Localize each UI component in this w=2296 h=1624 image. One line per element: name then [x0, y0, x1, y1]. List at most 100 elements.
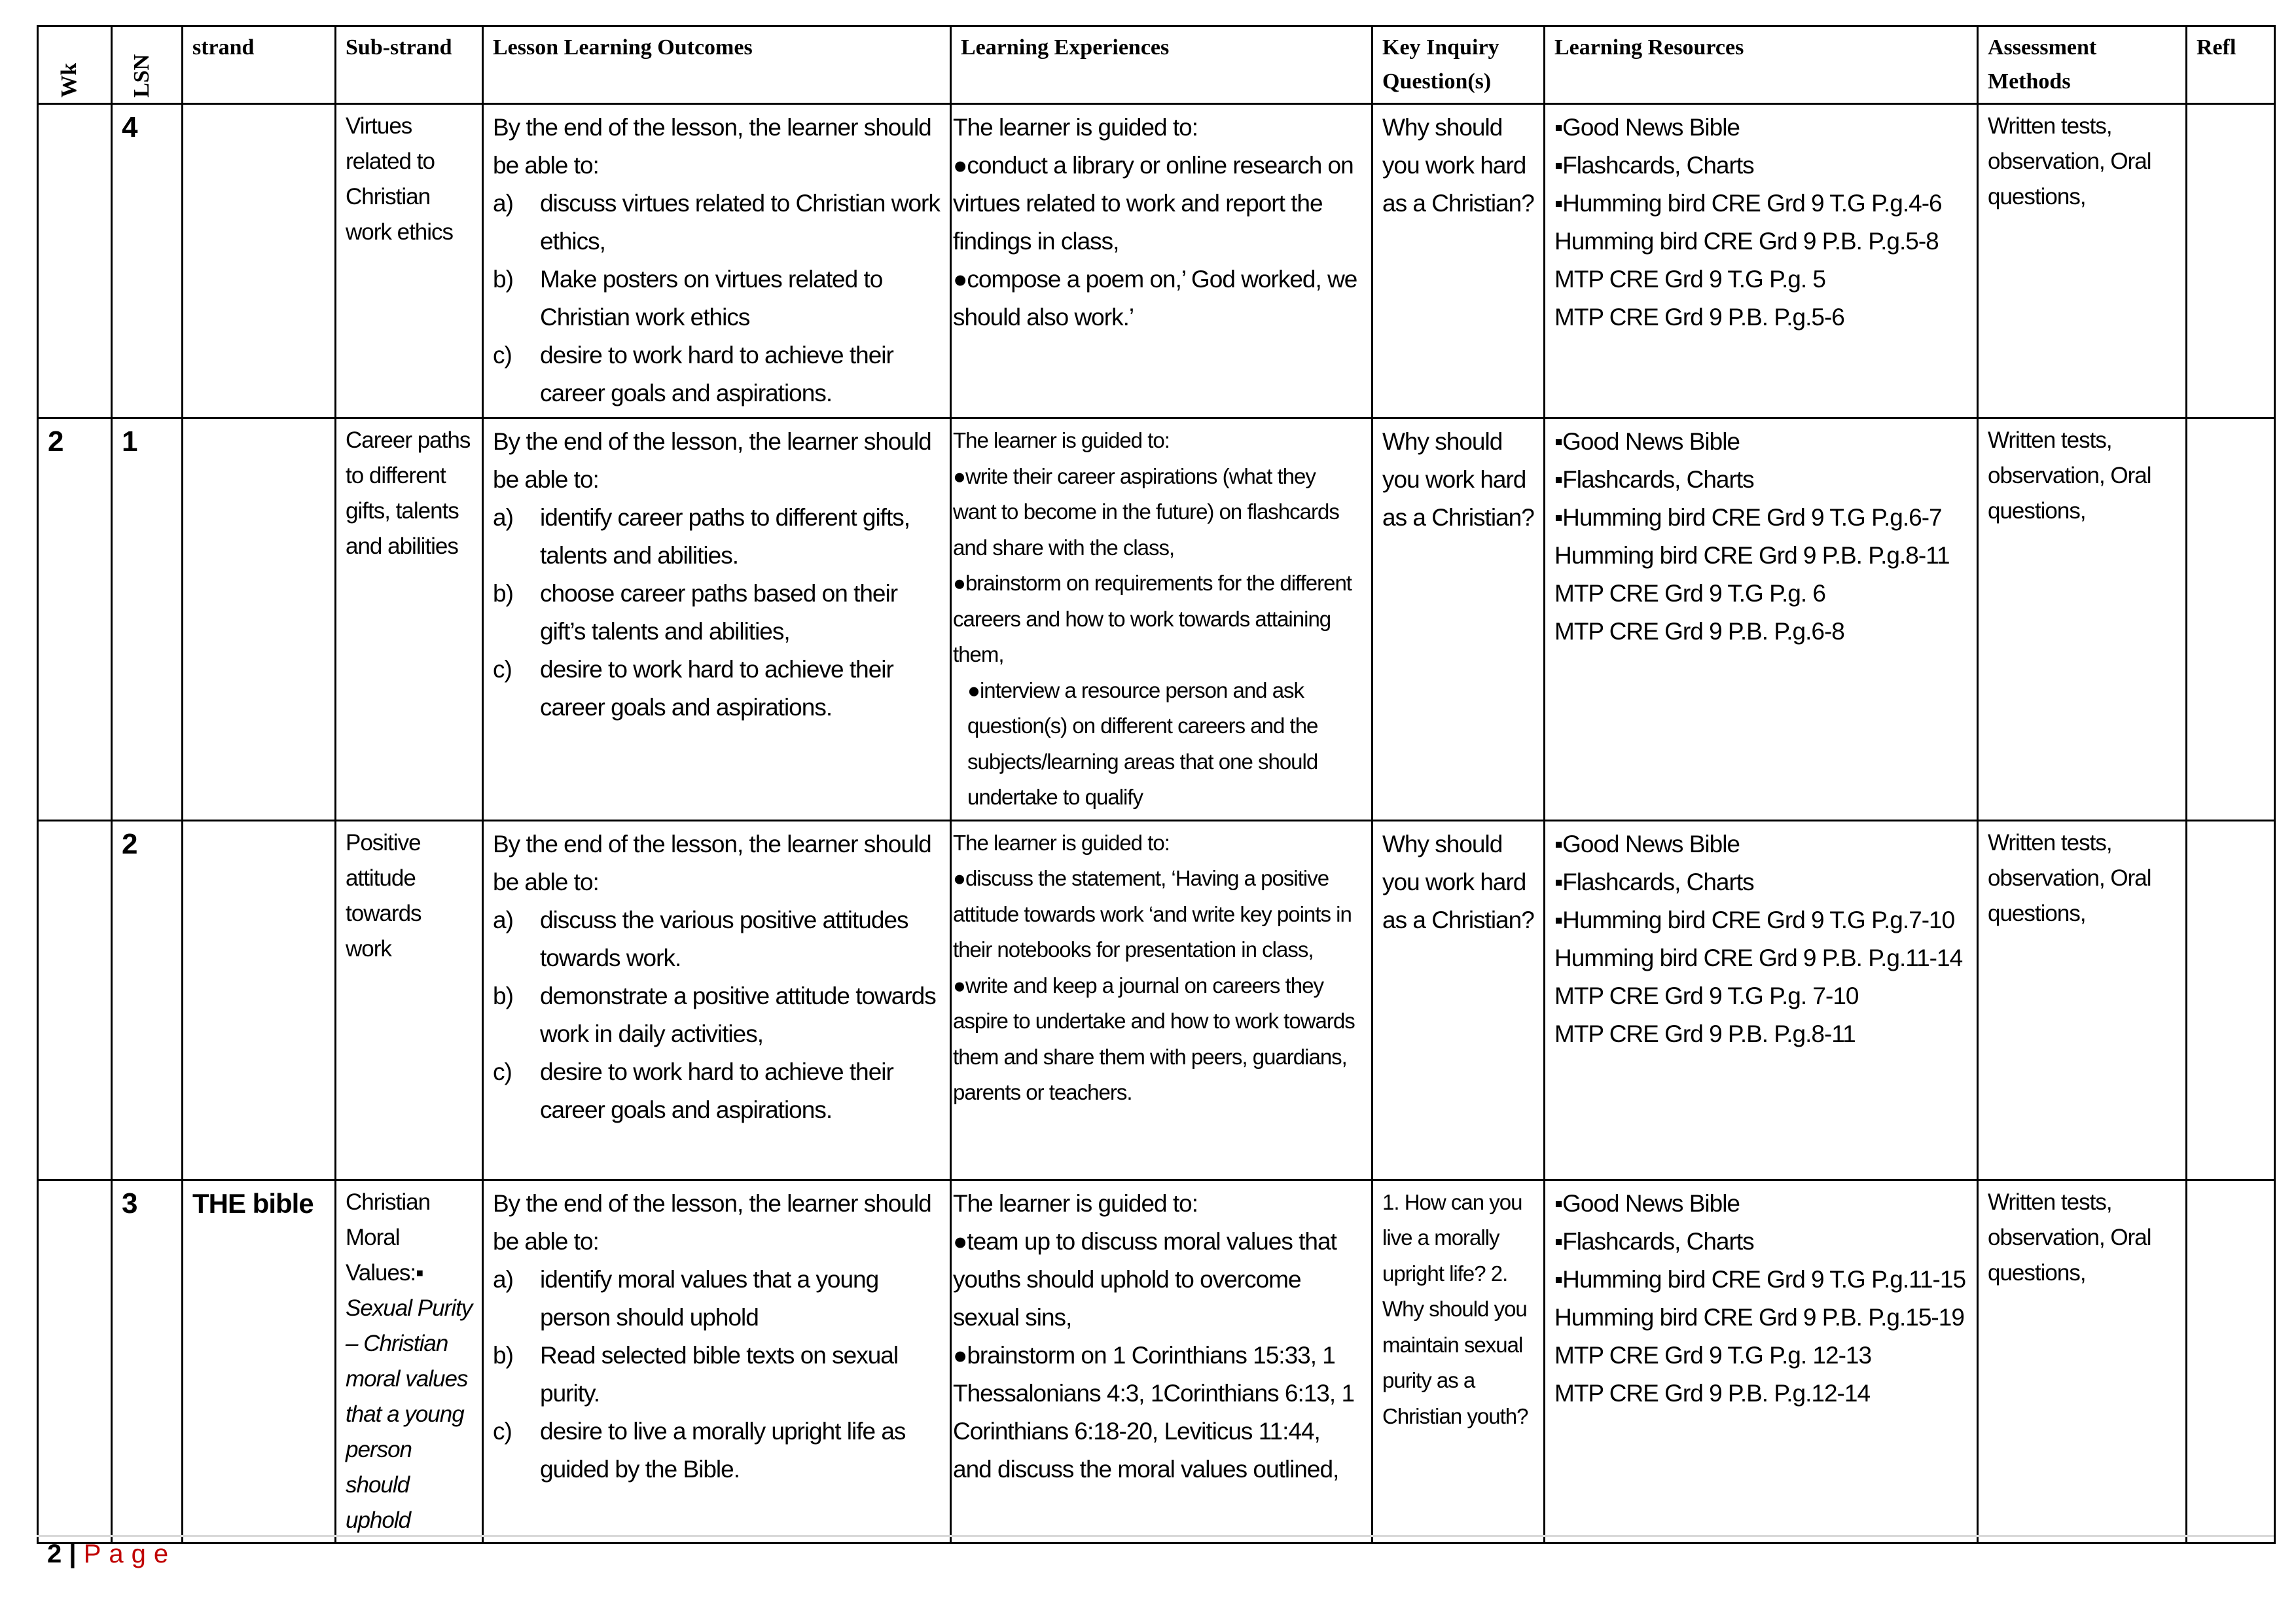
experience-item: write their career aspirations (what the… [953, 459, 1362, 566]
header-reflection: Refl [2185, 25, 2276, 105]
header-week: Wk [37, 25, 113, 105]
header-row: Wk LSN strand Sub-strand Lesson Learning… [37, 25, 2276, 105]
substrand-cell: Career paths to different gifts, talents… [334, 417, 484, 821]
footer-divider [37, 1535, 2274, 1537]
outcome-text: identify career paths to different gifts… [540, 504, 910, 569]
lesson-cell: 4 [111, 103, 183, 419]
outcome-item: b) choose career paths based on their gif… [493, 575, 941, 651]
resource-item: MTP CRE Grd 9 P.B. P.g.8-11 [1554, 1020, 1856, 1047]
substrand-text: Virtues related to Christian work ethics [346, 113, 454, 245]
experiences-cell: The learner is guided to: discuss the sta… [950, 819, 1373, 1181]
week-cell: 2 [37, 417, 113, 821]
resource-item: Humming bird CRE Grd 9 P.B. P.g.5-8 [1554, 228, 1939, 255]
resource-item: Humming bird CRE Grd 9 P.B. P.g.15-19 [1554, 1303, 1965, 1331]
substrand-text: Career paths to different gifts, talents… [346, 427, 471, 559]
resource-item: MTP CRE Grd 9 T.G P.g. 7-10 [1554, 982, 1859, 1009]
outcome-letter: c) [493, 656, 512, 683]
substrand-cell: Christian Moral Values:▪ Sexual Purity – … [334, 1178, 484, 1544]
experience-item: brainstorm on requirements for the diffe… [953, 566, 1362, 673]
experience-item: write and keep a journal on careers they… [953, 968, 1362, 1111]
resources-cell: Good News BibleFlashcards, ChartsHumming… [1543, 417, 1979, 821]
substrand-italic-text: Sexual Purity – Christian moral values t… [346, 1295, 473, 1533]
outcomes-cell: By the end of the lesson, the learner sh… [482, 819, 952, 1181]
strand-cell [181, 417, 336, 821]
assessment-cell: Written tests, observation, Oral questio… [1977, 103, 2187, 419]
outcomes-intro: By the end of the lesson, the learner sh… [493, 114, 932, 179]
outcome-letter: b) [493, 982, 514, 1009]
resource-item: MTP CRE Grd 9 P.B. P.g.6-8 [1554, 618, 1845, 645]
resources-cell: Good News BibleFlashcards, ChartsHumming… [1543, 819, 1979, 1181]
resource-item: Flashcards, Charts [1554, 461, 1967, 499]
resource-item: Good News Bible [1554, 109, 1967, 147]
outcome-text: Read selected bible texts on sexual puri… [540, 1341, 899, 1407]
outcome-item: c) desire to work hard to achieve their c… [493, 651, 941, 727]
outcome-letter: b) [493, 1341, 514, 1369]
resource-item: Humming bird CRE Grd 9 T.G P.g.7-10 [1554, 901, 1967, 939]
outcome-item: c) desire to live a morally upright life … [493, 1413, 941, 1489]
assessment-cell: Written tests, observation, Oral questio… [1977, 819, 2187, 1181]
experiences-intro: The learner is guided to: [953, 114, 1198, 141]
header-inquiry: Key Inquiry Question(s) [1371, 25, 1545, 105]
reflection-cell [2185, 819, 2276, 1181]
outcomes-intro: By the end of the lesson, the learner sh… [493, 428, 932, 493]
table-row: 4 Virtues related to Christian work ethic… [37, 103, 2276, 419]
week-cell [37, 819, 113, 1181]
outcome-item: b) demonstrate a positive attitude toward… [493, 977, 941, 1053]
header-strand: strand [181, 25, 336, 105]
experiences-intro: The learner is guided to: [953, 830, 1170, 855]
resource-item: Good News Bible [1554, 825, 1967, 863]
resources-cell: Good News BibleFlashcards, Charts Humming… [1543, 103, 1979, 419]
substrand-text: Christian Moral Values:▪ [346, 1189, 431, 1286]
reflection-cell [2185, 103, 2276, 419]
outcome-text: demonstrate a positive attitude towards … [540, 982, 937, 1047]
header-outcomes: Lesson Learning Outcomes [482, 25, 952, 105]
outcome-text: desire to live a morally upright life as… [540, 1417, 906, 1483]
outcome-letter: b) [493, 266, 514, 293]
strand-cell [181, 103, 336, 419]
table-row: 2 Positive attitude towards work By the en… [37, 819, 2276, 1181]
footer-separator: | [69, 1540, 77, 1568]
outcome-item: c) desire to work hard to achieve their c… [493, 336, 941, 412]
reflection-cell [2185, 1178, 2276, 1544]
experience-item: conduct a library or online research on … [953, 147, 1362, 261]
resource-item: Humming bird CRE Grd 9 T.G P.g.6-7 [1554, 499, 1967, 537]
resource-item: Flashcards, Charts [1554, 147, 1967, 185]
outcome-letter: c) [493, 342, 512, 369]
outcome-item: b) Make posters on virtues related to Chr… [493, 261, 941, 336]
page-number: 2 [47, 1540, 62, 1568]
page-label: Page [83, 1540, 177, 1568]
resource-item: Good News Bible [1554, 423, 1967, 461]
assessment-cell: Written tests, observation, Oral questio… [1977, 417, 2187, 821]
resource-item: MTP CRE Grd 9 T.G P.g. 6 [1554, 580, 1826, 607]
outcome-text: desire to work hard to achieve their car… [540, 342, 894, 406]
experiences-cell: The learner is guided to: write their car… [950, 417, 1373, 821]
experience-item: team up to discuss moral values that you… [953, 1223, 1362, 1337]
header-assessment: Assessment Methods [1977, 25, 2187, 105]
week-cell [37, 1178, 113, 1544]
outcomes-intro: By the end of the lesson, the learner sh… [493, 1189, 932, 1255]
resource-item: Flashcards, Charts [1554, 1223, 1967, 1261]
scheme-of-work-table: Wk LSN strand Sub-strand Lesson Learning… [37, 25, 2276, 1544]
page-footer: 2 | Page [47, 1540, 176, 1569]
lesson-cell: 3 [111, 1178, 183, 1544]
header-substrand: Sub-strand [334, 25, 484, 105]
strand-cell [181, 819, 336, 1181]
outcome-text: desire to work hard to achieve their car… [540, 1058, 894, 1123]
resource-item: Humming bird CRE Grd 9 T.G P.g.11-15 [1554, 1261, 1967, 1299]
outcomes-cell: By the end of the lesson, the learner sh… [482, 417, 952, 821]
inquiry-cell: Why should you work hard as a Christian? [1371, 103, 1545, 419]
outcome-letter: a) [493, 1265, 514, 1293]
outcome-text: discuss the various positive attitudes t… [540, 906, 909, 971]
substrand-text: Positive attitude towards work [346, 829, 422, 962]
outcome-letter: a) [493, 190, 514, 217]
header-resources: Learning Resources [1543, 25, 1979, 105]
outcome-item: c) desire to work hard to achieve their c… [493, 1053, 941, 1129]
outcome-item: a) discuss the various positive attitudes… [493, 901, 941, 977]
experience-item: interview a resource person and ask ques… [953, 673, 1362, 816]
resource-item: Humming bird CRE Grd 9 P.B. P.g.11-14 [1554, 944, 1963, 971]
resource-item: Humming bird CRE Grd 9 P.B. P.g.8-11 [1554, 542, 1950, 569]
substrand-cell: Positive attitude towards work [334, 819, 484, 1181]
resource-item: MTP CRE Grd 9 T.G P.g. 5 [1554, 266, 1826, 293]
outcome-letter: b) [493, 580, 514, 607]
substrand-cell: Virtues related to Christian work ethics [334, 103, 484, 419]
